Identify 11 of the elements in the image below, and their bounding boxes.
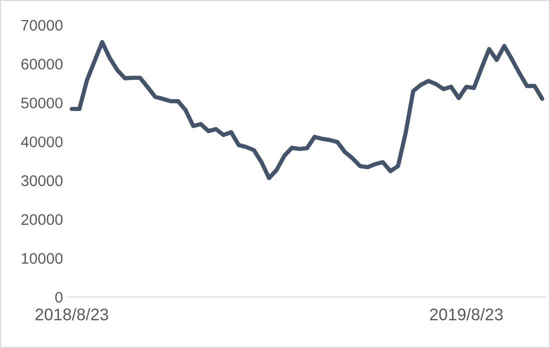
x-tick-label: 2019/8/23	[430, 308, 503, 320]
y-tick-label: 50000	[21, 98, 63, 108]
x-tick-label: 2018/8/23	[36, 308, 108, 320]
y-tick-label: 30000	[21, 175, 63, 186]
y-tick-label: 0	[55, 292, 63, 303]
line-series	[70, 40, 544, 180]
y-tick-label: 10000	[22, 253, 63, 264]
y-tick-label: 20000	[21, 214, 63, 225]
y-tick-label: 60000	[21, 58, 63, 70]
y-tick-label: 40000	[21, 136, 63, 148]
y-tick-label: 70000	[21, 20, 63, 31]
